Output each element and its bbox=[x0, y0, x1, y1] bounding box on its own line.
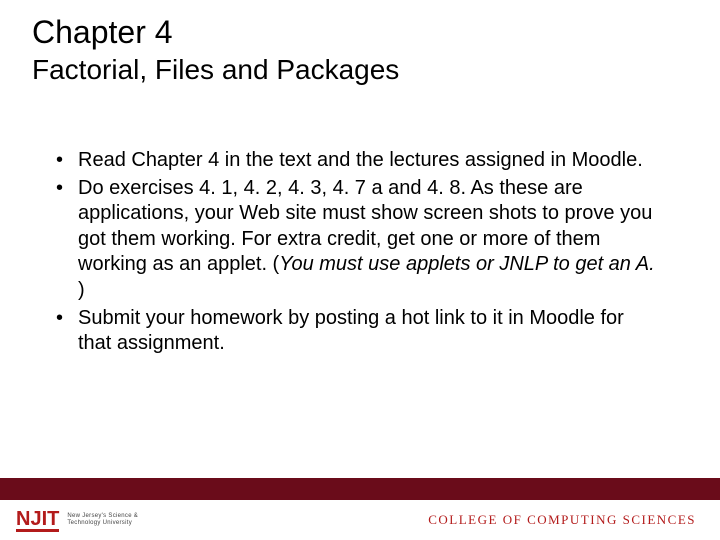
chapter-subtitle: Factorial, Files and Packages bbox=[32, 53, 680, 87]
bullet-ul: Read Chapter 4 in the text and the lectu… bbox=[50, 148, 660, 357]
bullet-item: Read Chapter 4 in the text and the lectu… bbox=[50, 148, 660, 174]
njit-subtext: New Jersey's Science & Technology Univer… bbox=[67, 513, 138, 526]
bullet-list: Read Chapter 4 in the text and the lectu… bbox=[50, 148, 660, 359]
college-name: COLLEGE OF COMPUTING SCIENCES bbox=[428, 512, 696, 528]
footer: NJIT New Jersey's Science & Technology U… bbox=[0, 478, 720, 540]
bullet-suffix: ) bbox=[78, 279, 85, 301]
bullet-text: Submit your homework by posting a hot li… bbox=[78, 307, 624, 355]
njit-sub-line1: New Jersey's Science & bbox=[67, 513, 138, 520]
bullet-item: Do exercises 4. 1, 4. 2, 4. 3, 4. 7 a an… bbox=[50, 176, 660, 304]
footer-bar bbox=[0, 478, 720, 500]
bullet-text: Read Chapter 4 in the text and the lectu… bbox=[78, 149, 643, 171]
njit-mark: NJIT bbox=[16, 509, 59, 532]
bullet-item: Submit your homework by posting a hot li… bbox=[50, 306, 660, 357]
chapter-title: Chapter 4 bbox=[32, 14, 680, 51]
njit-sub-line2: Technology University bbox=[67, 520, 138, 527]
title-block: Chapter 4 Factorial, Files and Packages bbox=[32, 14, 680, 86]
footer-bottom: NJIT New Jersey's Science & Technology U… bbox=[0, 500, 720, 540]
bullet-italic: You must use applets or JNLP to get an A… bbox=[279, 253, 654, 275]
slide: Chapter 4 Factorial, Files and Packages … bbox=[0, 0, 720, 540]
njit-logo: NJIT New Jersey's Science & Technology U… bbox=[16, 509, 138, 532]
